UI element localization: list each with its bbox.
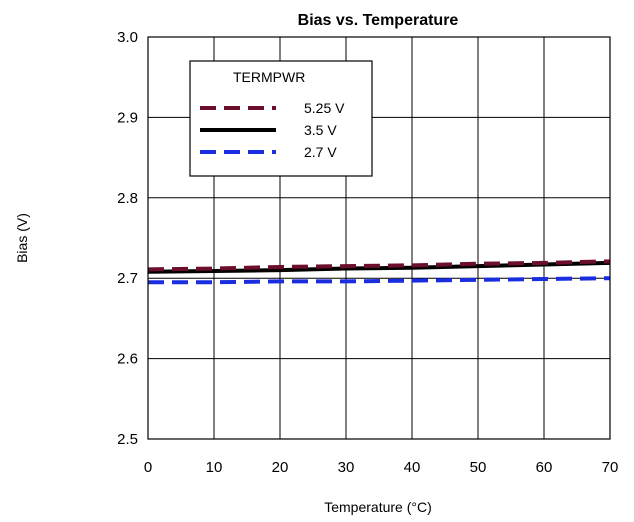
x-tick-label: 60 — [536, 459, 553, 476]
x-tick-label: 20 — [272, 459, 289, 476]
chart-title: Bias vs. Temperature — [298, 12, 459, 29]
y-tick-label: 2.8 — [117, 190, 138, 207]
legend: TERMPWR 5.25 V 3.5 V 2.7 V — [189, 60, 373, 177]
y-tick-label: 3.0 — [117, 29, 138, 46]
y-tick-label: 2.7 — [117, 270, 138, 287]
x-tick-label: 10 — [206, 459, 223, 476]
x-tick-label: 0 — [144, 459, 152, 476]
plot-frame — [147, 36, 611, 440]
series-line-2-7-v — [148, 276, 611, 285]
legend-box — [189, 60, 373, 177]
y-axis-label: Bias (V) — [14, 213, 30, 263]
legend-label: 2.7 V — [304, 144, 337, 160]
x-tick-label: 40 — [404, 459, 421, 476]
x-tick-label: 50 — [470, 459, 487, 476]
legend-items: 5.25 V 3.5 V 2.7 V — [200, 100, 345, 160]
legend-label: 5.25 V — [304, 100, 345, 116]
y-tick-labels: 2.5 2.6 2.7 2.8 2.9 3.0 — [117, 29, 138, 448]
series-layer — [147, 259, 611, 285]
legend-title: TERMPWR — [233, 69, 305, 85]
x-tick-label: 70 — [602, 459, 619, 476]
y-tick-label: 2.5 — [117, 431, 138, 448]
legend-label: 3.5 V — [304, 122, 337, 138]
x-axis-label: Temperature (°C) — [324, 499, 432, 515]
y-tick-label: 2.6 — [117, 351, 138, 368]
x-tick-label: 30 — [338, 459, 355, 476]
series-line-5-25-v — [147, 259, 611, 272]
x-tick-labels: 0 10 20 30 40 50 60 70 — [144, 459, 619, 476]
y-tick-label: 2.9 — [117, 109, 138, 126]
